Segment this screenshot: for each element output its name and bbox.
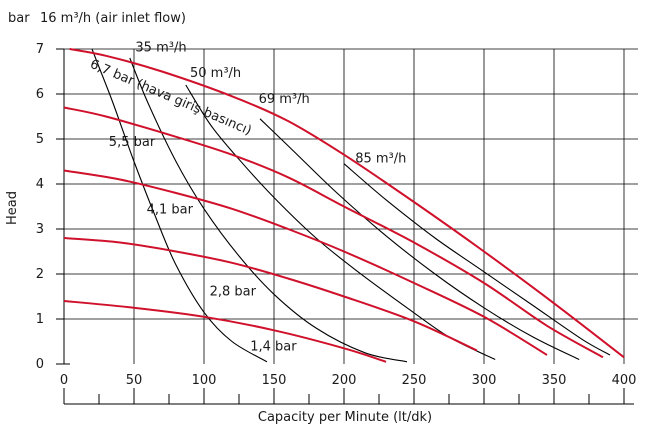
y-tick-label: 2 bbox=[36, 267, 44, 282]
annotation-label-p55: 5,5 bar bbox=[109, 135, 156, 150]
x-tick-label: 200 bbox=[332, 373, 357, 388]
x-tick-label: 300 bbox=[472, 373, 497, 388]
top-airflow-label: 16 m³/h (air inlet flow) bbox=[40, 11, 186, 26]
annotation-label-p14: 1,4 bar bbox=[250, 340, 297, 355]
airflow-line bbox=[185, 84, 496, 360]
y-tick-label: 0 bbox=[36, 357, 44, 372]
x-tick-label: 0 bbox=[60, 373, 68, 388]
airflow-line bbox=[91, 48, 268, 363]
y-tick-label: 3 bbox=[36, 222, 44, 237]
annotation-label-a35: 35 m³/h bbox=[135, 40, 186, 55]
pressure-line bbox=[63, 300, 387, 363]
annotation-label-a85: 85 m³/h bbox=[355, 151, 406, 166]
x-tick-label: 400 bbox=[612, 373, 637, 388]
y-tick-label: 4 bbox=[36, 177, 44, 192]
pressure-line bbox=[63, 169, 548, 356]
x-tick-label: 150 bbox=[262, 373, 287, 388]
x-axis-title: Capacity per Minute (lt/dk) bbox=[258, 410, 432, 425]
annotation-label-p28: 2,8 bar bbox=[210, 285, 257, 300]
x-tick-label: 350 bbox=[542, 373, 567, 388]
annotation-label-p41: 4,1 bar bbox=[147, 202, 194, 217]
axes: 0 1 2 3 4 5 6 7 0 50 100 150 200 250 300 350 400 bbox=[36, 42, 637, 405]
annotation-label-a50: 50 m³/h bbox=[190, 66, 241, 81]
y-tick-label: 7 bbox=[36, 42, 44, 57]
unit-label: bar bbox=[8, 11, 30, 26]
pressure-line bbox=[63, 106, 604, 359]
airflow-line bbox=[129, 57, 408, 363]
y-tick-label: 1 bbox=[36, 312, 44, 327]
pressure-lines bbox=[63, 48, 625, 363]
x-tick-label: 250 bbox=[402, 373, 427, 388]
y-axis-title: Head bbox=[5, 191, 20, 225]
annotation-label-a69: 69 m³/h bbox=[259, 92, 310, 107]
y-tick-label: 6 bbox=[36, 87, 44, 102]
airflow-lines bbox=[91, 48, 611, 363]
y-tick-label: 5 bbox=[36, 132, 44, 147]
grid bbox=[64, 48, 638, 364]
airflow-line bbox=[259, 118, 580, 360]
x-tick-label: 100 bbox=[192, 373, 217, 388]
pressure-line bbox=[63, 237, 478, 352]
x-tick-label: 50 bbox=[126, 373, 143, 388]
pressure-line bbox=[69, 48, 625, 359]
airflow-line bbox=[343, 163, 611, 356]
